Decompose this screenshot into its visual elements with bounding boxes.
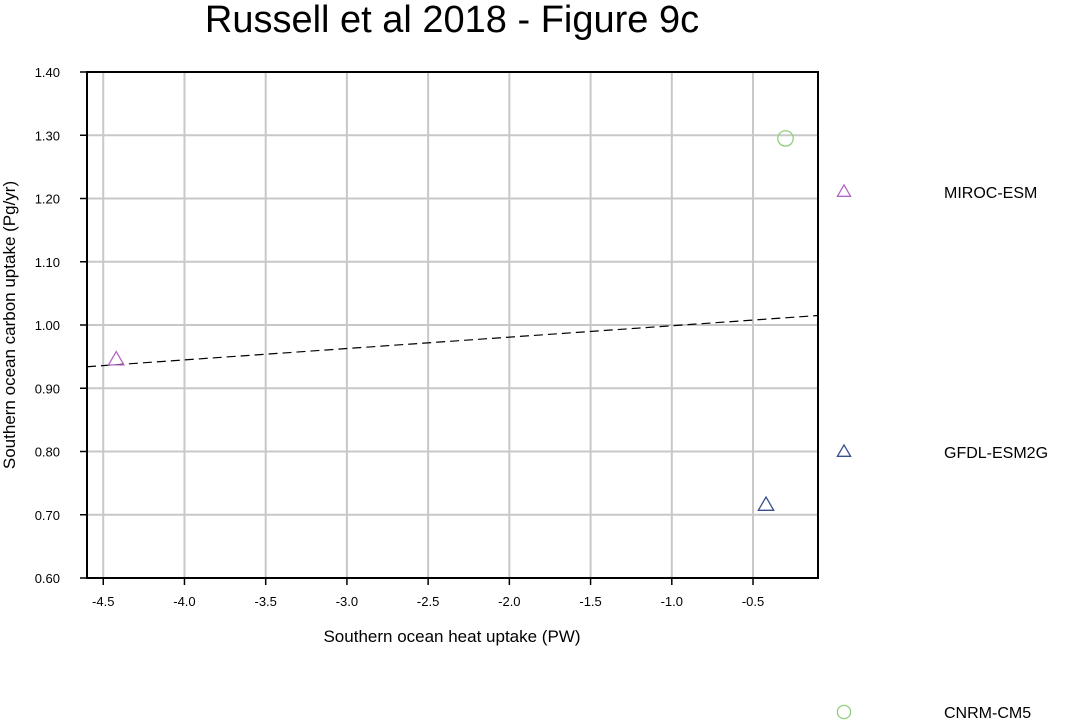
- y-tick-label: 1.00: [35, 318, 60, 333]
- trend-layer: [86, 314, 819, 368]
- legend-marker-miroc-esm: [836, 183, 852, 197]
- trend-line: [86, 314, 819, 368]
- data-points: [107, 130, 794, 511]
- data-point-cnrm-cm5: [777, 130, 794, 147]
- x-tick-label: -0.5: [742, 594, 764, 609]
- legend: MIROC-ESM GFDL-ESM2G CNRM-CM5: [836, 183, 1048, 720]
- y-tick-label: 0.70: [35, 508, 60, 523]
- x-axis-ticks: -4.5 -4.0 -3.5 -3.0 -2.5 -2.0 -1.5 -1.0 -0.5: [92, 578, 764, 609]
- y-tick-label: 1.20: [35, 192, 60, 207]
- grid: [87, 72, 818, 578]
- y-tick-label: 0.90: [35, 381, 60, 396]
- chart-title: Russell et al 2018 - Figure 9c: [205, 0, 699, 41]
- y-tick-label: 0.80: [35, 445, 60, 460]
- y-axis-label: Southern ocean carbon uptake (Pg/yr): [0, 181, 19, 469]
- legend-marker-gfdl-esm2g: [836, 443, 852, 457]
- legend-marker-cnrm-cm5: [836, 704, 852, 720]
- y-tick-label: 1.40: [35, 65, 60, 80]
- legend-label-miroc-esm: MIROC-ESM: [944, 185, 1037, 202]
- y-tick-label: 1.10: [35, 255, 60, 270]
- data-point-gfdl-esm2g: [757, 495, 775, 511]
- x-tick-label: -1.5: [579, 594, 601, 609]
- x-tick-label: -4.5: [92, 594, 114, 609]
- x-tick-label: -1.0: [661, 594, 683, 609]
- x-tick-label: -2.5: [417, 594, 439, 609]
- data-point-miroc-esm: [107, 350, 126, 366]
- x-tick-label: -2.0: [498, 594, 520, 609]
- x-tick-label: -3.0: [336, 594, 358, 609]
- x-axis-label: Southern ocean heat uptake (PW): [323, 627, 580, 646]
- y-tick-label: 0.60: [35, 571, 60, 586]
- x-tick-label: -4.0: [173, 594, 195, 609]
- x-tick-label: -3.5: [254, 594, 276, 609]
- y-axis-ticks: 0.60 0.70 0.80 0.90 1.00 1.10 1.20 1.30 1.40: [35, 65, 87, 586]
- y-tick-label: 1.30: [35, 128, 60, 143]
- legend-label-cnrm-cm5: CNRM-CM5: [944, 705, 1031, 720]
- legend-label-gfdl-esm2g: GFDL-ESM2G: [944, 445, 1048, 462]
